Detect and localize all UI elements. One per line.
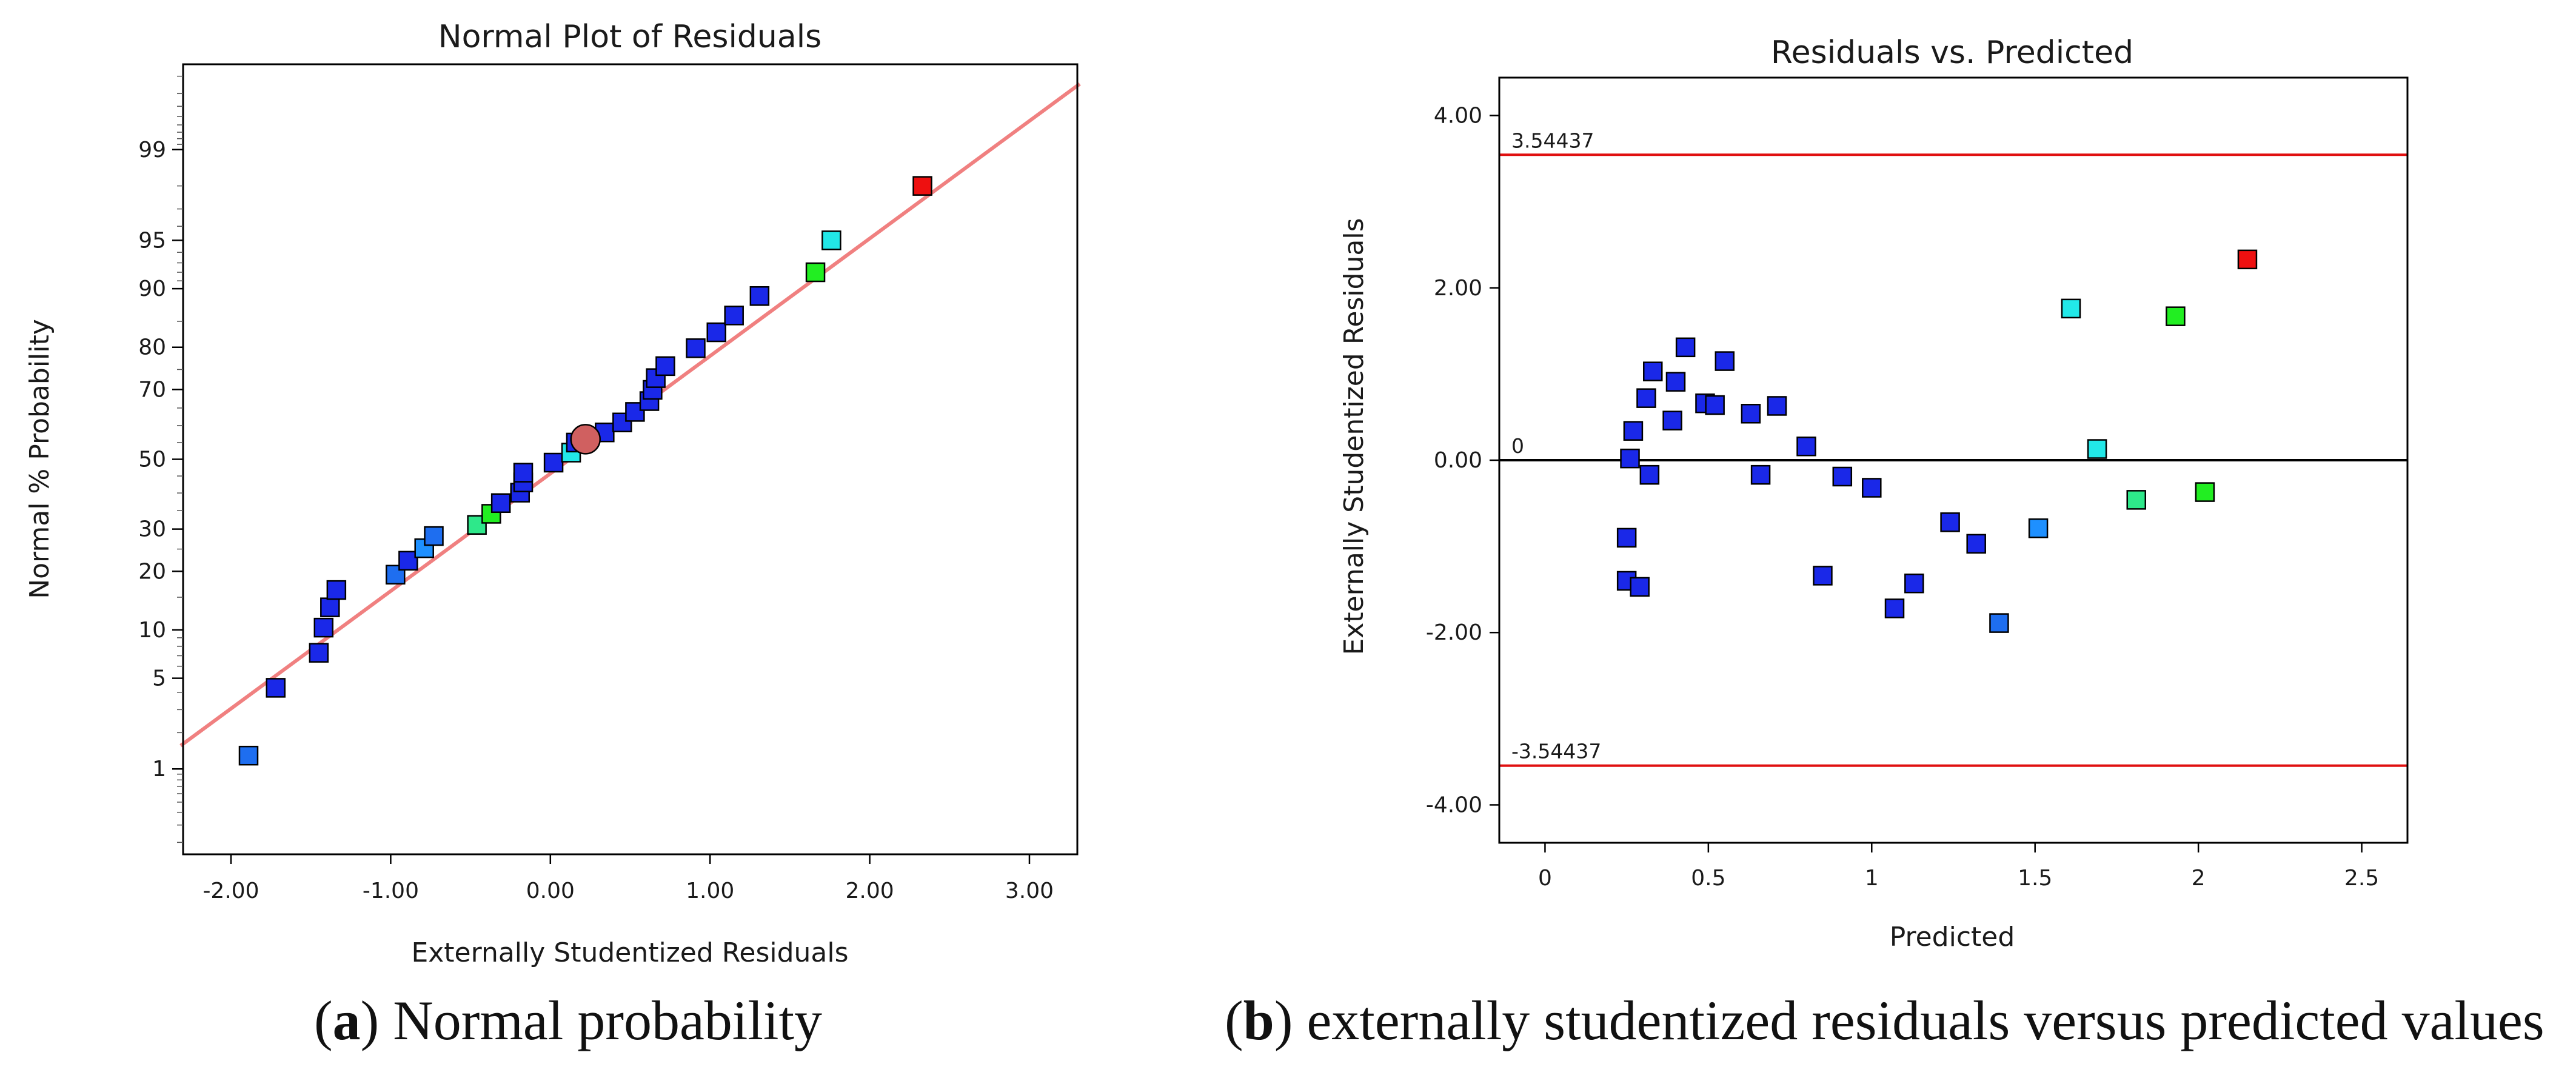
normal-plot-point bbox=[724, 306, 744, 326]
residuals-plot-point bbox=[1767, 396, 1787, 416]
residuals-plot-point bbox=[1630, 577, 1650, 597]
normal-plot-point bbox=[309, 643, 329, 663]
residuals-vs-predicted-panel: Residuals vs. Predicted 3.54437 0 -3.54437… bbox=[1339, 35, 2409, 953]
normal-plot-y-axis-label: Normal % Probability bbox=[24, 319, 55, 599]
residuals-plot-point bbox=[1639, 464, 1660, 485]
residuals-plot-point bbox=[1705, 395, 1725, 415]
residuals-plot-title: Residuals vs. Predicted bbox=[1771, 35, 2133, 71]
residuals-plot-point bbox=[1675, 337, 1696, 358]
normal-plot-highlight-point bbox=[570, 424, 601, 455]
normal-plot-point bbox=[266, 678, 286, 698]
normal-plot-point bbox=[326, 580, 347, 600]
residuals-plot-point bbox=[1715, 351, 1735, 371]
normal-plot-panel: Normal Plot of Residuals -2.00 -1.00 0.00 1… bbox=[24, 19, 1081, 968]
residuals-plot-x-tick-label: 1 bbox=[1865, 866, 1879, 891]
residuals-plot-x-tick-label: 1.5 bbox=[2018, 866, 2052, 891]
caption-b-letter: b bbox=[1243, 990, 1274, 1051]
residuals-plot-point bbox=[1904, 573, 1924, 594]
residuals-plot-point bbox=[1884, 598, 1905, 618]
residuals-plot-point bbox=[1741, 404, 1761, 424]
residuals-plot-point bbox=[2166, 306, 2186, 326]
residuals-plot-point bbox=[1796, 437, 1816, 457]
residuals-plot-point bbox=[1636, 388, 1656, 408]
residuals-plot-point bbox=[1832, 466, 1853, 487]
normal-plot-point bbox=[490, 493, 511, 514]
normal-plot-point bbox=[513, 463, 534, 483]
normal-plot-point bbox=[706, 322, 726, 343]
residuals-plot-point bbox=[1662, 410, 1682, 430]
normal-plot-title: Normal Plot of Residuals bbox=[438, 19, 822, 55]
residuals-plot-point bbox=[1813, 566, 1833, 586]
residuals-plot-x-tick-label: 0 bbox=[1538, 866, 1552, 891]
residuals-plot-y-tick-label: -2.00 bbox=[1426, 620, 1482, 645]
normal-plot-y-tick-label: 1 bbox=[152, 757, 166, 782]
normal-plot-y-tick-label: 10 bbox=[138, 618, 166, 643]
normal-plot-point bbox=[313, 617, 334, 638]
normal-plot-x-axis-label: Externally Studentized Residuals bbox=[411, 937, 848, 968]
residuals-plot-point bbox=[2195, 482, 2215, 502]
residuals-plot-x-tick-label: 0.5 bbox=[1691, 866, 1725, 891]
residuals-plot-y-tick-label: 2.00 bbox=[1434, 276, 1482, 301]
residuals-plot-point bbox=[1620, 448, 1640, 469]
residuals-plot-y-tick-label: -4.00 bbox=[1426, 792, 1482, 817]
normal-plot-point bbox=[238, 745, 259, 766]
normal-plot-x-tick-label: 3.00 bbox=[1005, 879, 1054, 903]
normal-plot-point bbox=[320, 597, 340, 617]
normal-plot-point bbox=[805, 262, 826, 283]
residuals-plot-point bbox=[1750, 464, 1771, 485]
normal-plot-y-tick-label: 90 bbox=[138, 276, 166, 301]
normal-plot-point bbox=[655, 356, 675, 377]
residuals-plot-point bbox=[2028, 518, 2049, 538]
residuals-plot-x-tick-label: 2.5 bbox=[2344, 866, 2379, 891]
normal-plot-y-tick-label: 80 bbox=[138, 335, 166, 360]
normal-plot-x-tick-label: -1.00 bbox=[363, 879, 419, 903]
residuals-plot-x-tick-label: 2 bbox=[2192, 866, 2206, 891]
residuals-plot-point bbox=[1966, 534, 1986, 554]
normal-plot-x-tick-label: 0.00 bbox=[526, 879, 575, 903]
residuals-plot-point bbox=[1940, 512, 1960, 532]
normal-plot-point bbox=[686, 338, 706, 358]
normal-plot-y-tick-label: 70 bbox=[138, 377, 166, 402]
normal-plot-point bbox=[821, 230, 841, 250]
normal-plot-y-tick-label: 95 bbox=[138, 228, 166, 253]
residuals-plot-y-tick-label: 4.00 bbox=[1434, 104, 1482, 129]
residuals-plot-point bbox=[1643, 361, 1663, 381]
residuals-plot-reference-label: -3.54437 bbox=[1511, 740, 1601, 763]
normal-plot-y-tick-label: 20 bbox=[138, 559, 166, 584]
normal-plot-point bbox=[398, 551, 418, 571]
residuals-plot-point bbox=[2061, 298, 2081, 319]
caption-a: (a) Normal probability bbox=[314, 990, 823, 1051]
residuals-plot-y-axis-label: Externally Studentized Residuals bbox=[1339, 218, 1370, 655]
normal-plot-y-tick-label: 5 bbox=[152, 666, 166, 691]
caption-a-letter: a bbox=[332, 990, 361, 1051]
residuals-plot-point bbox=[1989, 613, 2009, 633]
normal-plot-x-tick-label: 2.00 bbox=[846, 879, 894, 903]
caption-b: (b) externally studentized residuals ver… bbox=[1225, 990, 2544, 1051]
residuals-plot-point bbox=[2126, 490, 2147, 510]
normal-plot-point bbox=[543, 452, 564, 473]
residuals-plot-reference-label: 0 bbox=[1511, 434, 1524, 458]
residuals-plot-point bbox=[1862, 478, 1882, 498]
normal-plot-point bbox=[424, 526, 444, 546]
residuals-plot-point bbox=[2237, 249, 2258, 270]
normal-plot-y-tick-label: 99 bbox=[138, 138, 166, 162]
normal-plot-x-tick-label: 1.00 bbox=[686, 879, 734, 903]
normal-plot-y-tick-label: 50 bbox=[138, 447, 166, 472]
caption-b-text: externally studentized residuals versus … bbox=[1306, 990, 2544, 1051]
residuals-plot-point bbox=[1665, 372, 1686, 392]
residuals-plot-point bbox=[2087, 439, 2107, 459]
caption-a-text: Normal probability bbox=[393, 990, 823, 1051]
residuals-plot-point bbox=[1616, 527, 1637, 548]
residuals-plot-point bbox=[1623, 421, 1644, 441]
residuals-plot-x-axis-label: Predicted bbox=[1890, 922, 2015, 953]
residuals-plot-y-tick-label: 0.00 bbox=[1434, 448, 1482, 473]
normal-plot-x-tick-label: -2.00 bbox=[202, 879, 259, 903]
normal-plot-point bbox=[749, 286, 770, 306]
normal-plot-point bbox=[912, 176, 932, 196]
residuals-plot-reference-label: 3.54437 bbox=[1511, 129, 1594, 152]
normal-plot-y-tick-label: 30 bbox=[138, 517, 166, 542]
